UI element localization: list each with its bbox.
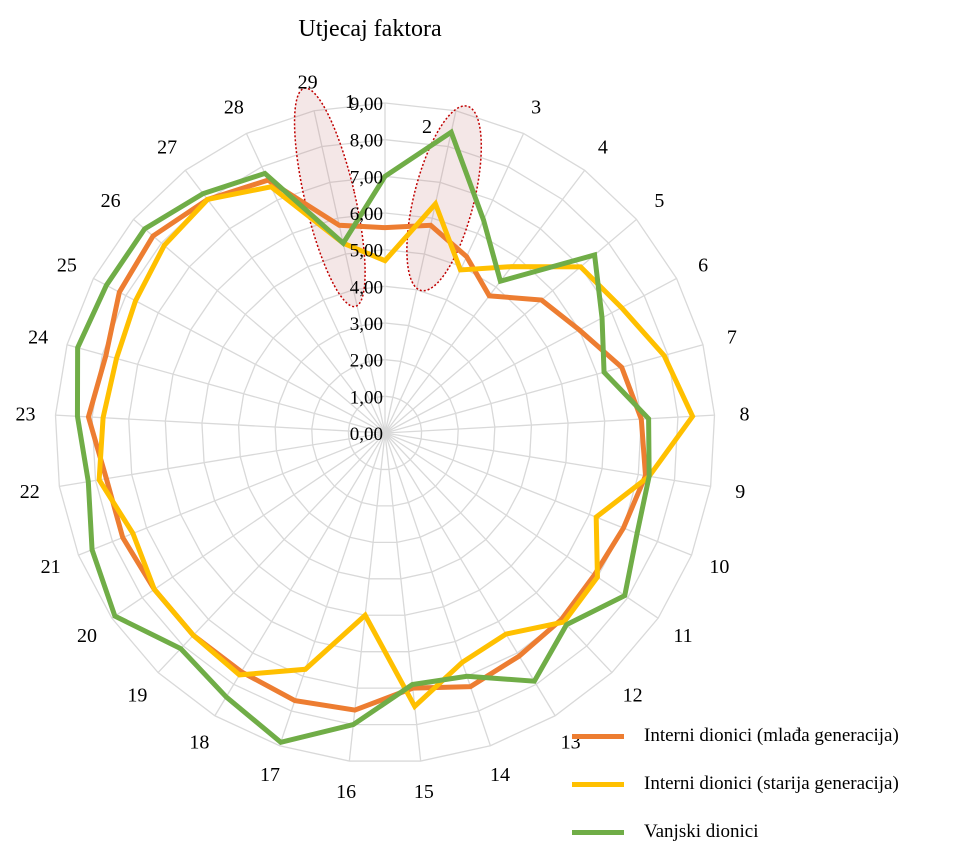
category-label: 15 bbox=[414, 781, 434, 803]
grid-spoke bbox=[313, 110, 386, 434]
grid-spoke bbox=[384, 432, 711, 488]
category-label: 26 bbox=[101, 190, 121, 212]
series-lines bbox=[74, 128, 696, 745]
category-label: 21 bbox=[41, 556, 61, 578]
series-line-1 bbox=[85, 177, 649, 713]
radial-tick-label: 4,00 bbox=[350, 277, 383, 298]
legend-label: Interni dionici (mlađa generacija) bbox=[644, 725, 899, 746]
grid-spoke bbox=[59, 432, 386, 488]
radial-tick-label: 8,00 bbox=[350, 131, 383, 152]
radial-tick-label: 5,00 bbox=[350, 241, 383, 262]
grid-spoke bbox=[384, 169, 586, 434]
category-label: 20 bbox=[77, 625, 97, 647]
legend-swatch bbox=[572, 733, 624, 739]
grid-spoke bbox=[384, 432, 692, 556]
grid-ring-8 bbox=[91, 139, 679, 726]
grid-spoke bbox=[384, 432, 491, 746]
grid-spoke bbox=[384, 277, 677, 434]
grid-spoke bbox=[279, 432, 386, 746]
category-label: 27 bbox=[157, 136, 177, 158]
radial-tick-label: 6,00 bbox=[350, 204, 383, 225]
category-label: 23 bbox=[16, 404, 36, 426]
grid-spoke bbox=[384, 133, 525, 434]
legend-swatch bbox=[572, 829, 624, 835]
grid-spoke bbox=[384, 414, 715, 434]
grid-spoke bbox=[111, 432, 386, 619]
grid-spoke bbox=[66, 344, 386, 434]
category-label: 24 bbox=[28, 327, 48, 349]
grid-ring-1 bbox=[347, 395, 423, 471]
chart-title: Utjecaj faktora bbox=[298, 16, 442, 42]
grid-ring-4 bbox=[237, 285, 533, 580]
radial-tick-label: 9,00 bbox=[350, 94, 383, 115]
radial-tick-label: 3,00 bbox=[350, 314, 383, 335]
radial-tick-label: 1,00 bbox=[350, 387, 383, 408]
category-label: 25 bbox=[57, 254, 77, 276]
legend-label: Interni dionici (starija generacija) bbox=[644, 773, 899, 794]
highlight-ellipses bbox=[293, 87, 483, 308]
legend-item: Vanjski dionici bbox=[572, 808, 899, 856]
grid-ring-3 bbox=[274, 322, 496, 544]
grid-spoke bbox=[384, 110, 457, 434]
grid-spoke bbox=[133, 218, 386, 434]
legend: Interni dionici (mlađa generacija) Intern… bbox=[572, 712, 899, 856]
category-label: 29 bbox=[298, 71, 318, 93]
category-label: 14 bbox=[490, 764, 510, 786]
category-label: 22 bbox=[20, 481, 40, 503]
grid-ring-7 bbox=[128, 175, 642, 689]
category-label: 9 bbox=[735, 481, 745, 503]
grid-spoke bbox=[184, 169, 386, 434]
highlight-ellipse-2 bbox=[406, 105, 483, 292]
category-label: 7 bbox=[727, 327, 737, 349]
series-line-3 bbox=[74, 128, 652, 745]
category-label: 28 bbox=[224, 96, 244, 118]
grid-spoke bbox=[55, 414, 386, 434]
category-labels: 1234567891011121314151617181920212223242… bbox=[16, 71, 750, 802]
category-label: 12 bbox=[623, 684, 643, 706]
grid-spoke bbox=[384, 432, 659, 619]
category-label: 2 bbox=[422, 116, 432, 138]
category-label: 11 bbox=[673, 625, 692, 647]
legend-item: Interni dionici (mlađa generacija) bbox=[572, 712, 899, 760]
radial-tick-label: 7,00 bbox=[350, 167, 383, 188]
category-label: 8 bbox=[739, 404, 749, 426]
grid-spoke bbox=[384, 432, 613, 674]
category-label: 10 bbox=[709, 556, 729, 578]
category-label: 16 bbox=[336, 781, 356, 803]
radial-tick-label: 2,00 bbox=[350, 351, 383, 372]
grid-ring-9 bbox=[54, 102, 716, 762]
series-line-2 bbox=[96, 184, 696, 711]
radial-tick-label: 0,00 bbox=[350, 424, 383, 445]
radial-tick-labels: 0,00 1,00 2,00 3,00 4,00 5,00 6,00 7,00 8,00 9,00 bbox=[350, 94, 383, 445]
grid-spoke bbox=[93, 277, 386, 434]
legend-swatch bbox=[572, 781, 624, 787]
grid-spoke bbox=[214, 432, 386, 717]
category-label: 18 bbox=[189, 731, 209, 753]
radar-grid bbox=[54, 102, 716, 762]
grid-spoke bbox=[157, 432, 386, 674]
grid-spoke bbox=[348, 432, 386, 762]
grid-spoke bbox=[384, 344, 704, 434]
category-label: 3 bbox=[531, 96, 541, 118]
legend-item: Interni dionici (starija generacija) bbox=[572, 760, 899, 808]
grid-spoke bbox=[384, 432, 556, 717]
grid-ring-5 bbox=[201, 249, 569, 616]
legend-label: Vanjski dionici bbox=[644, 821, 759, 842]
grid-spoke bbox=[78, 432, 386, 556]
category-label: 19 bbox=[127, 684, 147, 706]
grid-ring-2 bbox=[311, 359, 459, 507]
category-label: 17 bbox=[260, 764, 280, 786]
category-label: 6 bbox=[698, 254, 708, 276]
category-label: 1 bbox=[345, 91, 355, 113]
category-label: 4 bbox=[598, 136, 608, 158]
category-label: 5 bbox=[654, 190, 664, 212]
